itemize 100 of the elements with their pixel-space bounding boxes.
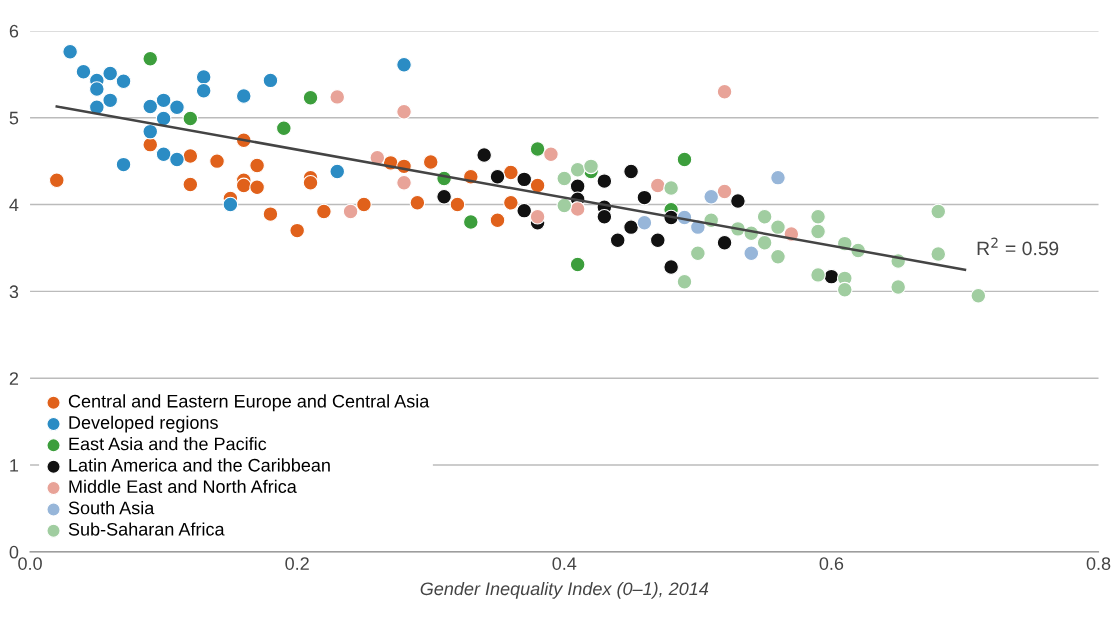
point bbox=[48, 172, 65, 189]
point bbox=[743, 245, 760, 262]
point bbox=[556, 170, 573, 187]
point bbox=[342, 203, 359, 220]
point bbox=[770, 248, 786, 265]
point bbox=[275, 120, 292, 136]
x-tick-label: 0.6 bbox=[819, 557, 844, 570]
y-tick-label: 5 bbox=[9, 111, 19, 125]
point bbox=[316, 203, 332, 220]
point bbox=[356, 196, 372, 213]
point bbox=[756, 208, 773, 225]
point bbox=[503, 194, 519, 211]
point bbox=[209, 153, 225, 169]
point bbox=[155, 92, 172, 109]
point bbox=[770, 169, 786, 186]
point bbox=[249, 179, 265, 196]
point bbox=[529, 177, 546, 194]
point bbox=[649, 232, 666, 248]
x-tick-label: 0.2 bbox=[285, 557, 309, 570]
y-tick-label: 2 bbox=[9, 372, 19, 385]
point bbox=[88, 81, 105, 97]
point bbox=[396, 103, 412, 120]
point bbox=[730, 193, 746, 209]
point bbox=[182, 110, 199, 127]
point bbox=[142, 50, 159, 67]
point bbox=[422, 154, 439, 170]
point bbox=[716, 83, 733, 100]
point bbox=[75, 63, 92, 80]
point bbox=[676, 151, 693, 168]
point bbox=[836, 281, 853, 298]
legend-label: Middle East and North Africa bbox=[69, 479, 297, 493]
point bbox=[503, 164, 519, 181]
x-axis-title: Gender Inequality Index (0–1), 2014 bbox=[420, 581, 709, 599]
point bbox=[182, 176, 199, 193]
point bbox=[703, 188, 720, 205]
point bbox=[436, 188, 452, 205]
point bbox=[810, 208, 826, 225]
legend-label: Latin America and the Caribbean bbox=[69, 458, 330, 472]
point bbox=[770, 219, 786, 235]
point bbox=[516, 171, 533, 188]
point bbox=[543, 146, 559, 163]
point bbox=[195, 69, 212, 85]
point bbox=[155, 110, 172, 127]
legend-label: Developed regions bbox=[69, 415, 218, 433]
point bbox=[102, 92, 119, 109]
annotation: R$^{2}$ = 0.59 bbox=[977, 237, 1059, 256]
point bbox=[302, 175, 319, 191]
point bbox=[970, 287, 987, 304]
point bbox=[609, 232, 626, 248]
point bbox=[142, 123, 159, 140]
point bbox=[115, 156, 132, 173]
point bbox=[262, 72, 279, 89]
point bbox=[690, 245, 706, 262]
y-tick-label: 4 bbox=[9, 198, 19, 212]
y-tick-label: 6 bbox=[9, 24, 19, 38]
point bbox=[262, 206, 279, 222]
point bbox=[810, 267, 826, 283]
point bbox=[169, 99, 185, 116]
point bbox=[529, 141, 546, 157]
point bbox=[235, 88, 252, 104]
point bbox=[930, 246, 947, 262]
point bbox=[222, 196, 239, 213]
point bbox=[529, 208, 546, 225]
point bbox=[569, 161, 586, 178]
point bbox=[569, 178, 586, 195]
point bbox=[476, 147, 492, 163]
point bbox=[716, 234, 733, 251]
y-tick-label: 0 bbox=[9, 545, 19, 559]
point bbox=[930, 203, 947, 220]
point bbox=[649, 177, 666, 194]
point bbox=[289, 222, 306, 239]
point bbox=[329, 89, 346, 105]
point bbox=[663, 180, 679, 196]
point bbox=[890, 279, 907, 295]
point bbox=[142, 136, 159, 153]
point bbox=[155, 146, 172, 163]
legend-label: Sub-Saharan Africa bbox=[68, 522, 225, 536]
x-tick-label: 0.4 bbox=[552, 557, 577, 570]
point bbox=[596, 208, 613, 225]
point bbox=[596, 173, 613, 189]
point bbox=[663, 259, 679, 275]
point bbox=[62, 43, 78, 60]
point bbox=[636, 214, 653, 231]
point bbox=[302, 89, 319, 106]
legend-label: Central and Eastern Europe and Central Asia bbox=[68, 394, 430, 412]
point bbox=[489, 168, 506, 185]
point bbox=[329, 163, 346, 180]
point bbox=[396, 56, 412, 73]
point bbox=[449, 196, 466, 213]
point bbox=[716, 183, 733, 200]
point bbox=[569, 201, 586, 217]
point bbox=[489, 212, 506, 229]
point bbox=[409, 194, 426, 211]
point bbox=[676, 273, 693, 290]
point bbox=[516, 202, 533, 219]
point bbox=[462, 214, 479, 230]
point bbox=[810, 223, 826, 240]
point bbox=[623, 163, 639, 180]
legend-label: South Asia bbox=[68, 501, 155, 515]
point bbox=[182, 148, 199, 164]
